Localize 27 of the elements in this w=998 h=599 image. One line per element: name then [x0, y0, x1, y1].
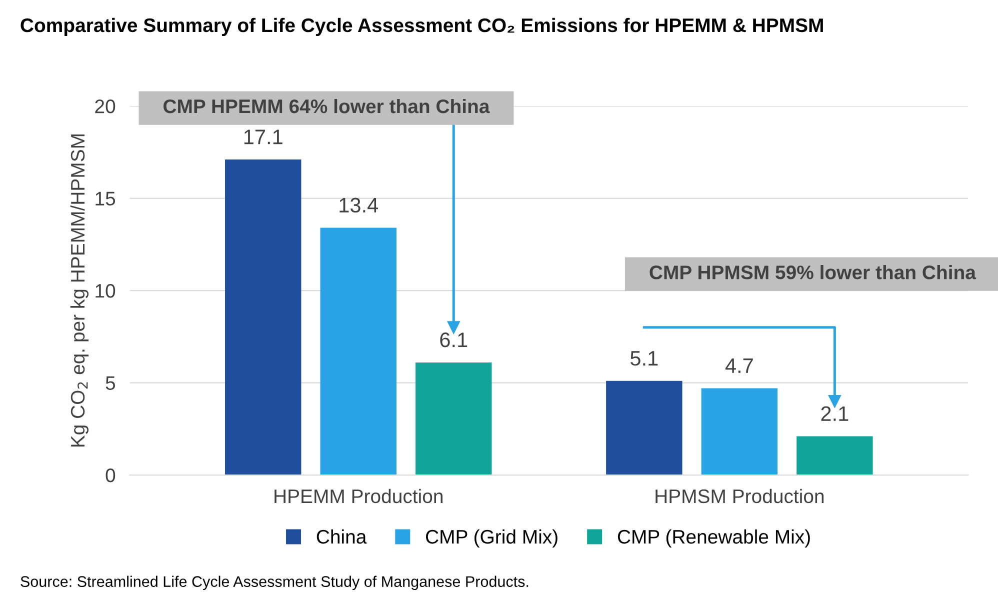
- bar: [606, 380, 682, 476]
- annotation: CMP HPEMM 64% lower than China: [164, 98, 490, 114]
- y-tick-label: 10: [96, 284, 116, 298]
- data-label: 13.4: [340, 198, 378, 213]
- y-tick-label: 5: [106, 376, 116, 390]
- bar: [796, 436, 873, 476]
- bar: [416, 362, 492, 476]
- data-label: 17.1: [244, 130, 282, 144]
- source-note: Source: Streamlined Life Cycle Assessment Study of Manganese Products.: [20, 576, 528, 590]
- chart-title: Comparative Summary of Life Cycle Assessment CO₂ Emissions for HPEMM & HPMSM: [20, 18, 823, 36]
- y-axis-title: Kg CO$_{2}$ eq. per kg HPEMM/HPMSM: [70, 134, 89, 447]
- legend-label: China: [316, 529, 367, 544]
- x-tick-label: HPEMM Production: [274, 488, 442, 504]
- x-tick-label: HPMSM Production: [656, 488, 824, 504]
- y-tick-label: 15: [96, 192, 116, 206]
- data-label: 2.1: [821, 406, 848, 421]
- y-tick-label: 20: [95, 99, 116, 114]
- bar: [320, 228, 396, 476]
- annotation: CMP HPMSM 59% lower than China: [650, 265, 976, 280]
- y-tick-label: 0: [106, 468, 116, 482]
- bar: [225, 160, 302, 476]
- data-label: 6.1: [440, 332, 468, 348]
- data-label: 5.1: [630, 351, 658, 366]
- legend-label: CMP (Grid Mix): [426, 529, 558, 548]
- legend-label: CMP (Renewable Mix): [618, 529, 810, 548]
- bar: [701, 388, 778, 476]
- data-label: 4.7: [725, 358, 753, 373]
